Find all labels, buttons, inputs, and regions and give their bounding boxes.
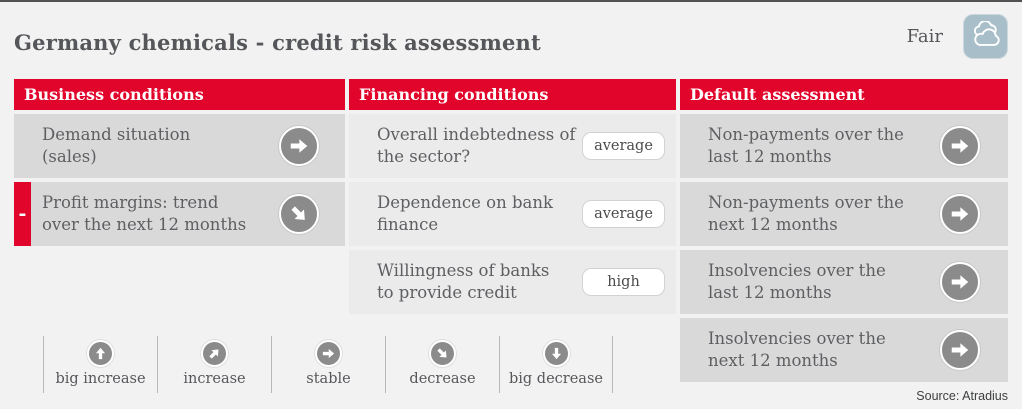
stable-arrow-icon <box>315 340 342 367</box>
negative-trend-marker: - <box>14 182 31 246</box>
legend-item-decrease: decrease <box>385 336 499 393</box>
stable-arrow-icon <box>940 126 980 166</box>
legend-item-big-decrease: big decrease <box>499 336 613 393</box>
assessment-row: Insolvencies over the next 12 months <box>680 318 1008 382</box>
stable-arrow-icon <box>940 330 980 370</box>
assessment-row: Overall indebtedness of the sector? avera… <box>349 114 676 178</box>
row-label: Profit margins: trend over the next 12 m… <box>42 193 247 234</box>
column-header-business-conditions: Business conditions <box>14 79 345 110</box>
big-increase-arrow-icon <box>87 340 114 367</box>
legend-item-stable: stable <box>271 336 385 393</box>
big-decrease-arrow-icon <box>542 340 570 367</box>
legend-label: big decrease <box>509 371 603 387</box>
assessment-row: Demand situation (sales) <box>14 114 345 178</box>
legend-item-big-increase: big increase <box>43 336 157 393</box>
legend-label: decrease <box>409 371 476 387</box>
row-label: Demand situation (sales) <box>42 125 191 166</box>
column-business-conditions: Business conditions Demand situation (sal… <box>14 79 345 382</box>
row-label: Insolvencies over the next 12 months <box>708 329 886 370</box>
cloud-icon <box>969 20 1003 52</box>
source-note: Source: Atradius <box>916 389 1008 403</box>
assessment-row: Non-payments over the last 12 months <box>680 114 1008 178</box>
rating-label: Fair <box>906 26 943 47</box>
rating-pill: high <box>582 268 665 296</box>
row-label: Insolvencies over the last 12 months <box>708 261 886 302</box>
row-label: Non-payments over the next 12 months <box>708 193 904 234</box>
rating-badge <box>963 14 1008 59</box>
trend-legend: big increase increase stable decrease big de… <box>43 336 613 393</box>
stable-arrow-icon <box>940 262 980 302</box>
row-label: Non-payments over the last 12 months <box>708 125 904 166</box>
legend-item-increase: increase <box>157 336 271 393</box>
row-label: Dependence on bank finance <box>377 193 553 234</box>
increase-arrow-icon <box>201 340 228 367</box>
assessment-row: Dependence on bank finance average <box>349 182 676 246</box>
legend-label: stable <box>306 371 351 387</box>
assessment-row: Insolvencies over the last 12 months <box>680 250 1008 314</box>
column-default-assessment: Default assessment Non-payments over the … <box>680 79 1008 382</box>
page-title: Germany chemicals - credit risk assessme… <box>14 30 541 55</box>
stable-arrow-icon <box>279 126 319 166</box>
row-label: Overall indebtedness of the sector? <box>377 125 576 166</box>
legend-label: increase <box>183 371 246 387</box>
rating-pill: average <box>582 200 665 228</box>
assessment-row: - Profit margins: trend over the next 12 … <box>14 182 345 246</box>
column-header-financing-conditions: Financing conditions <box>349 79 676 110</box>
legend-label: big increase <box>55 371 146 387</box>
row-label: Willingness of banks to provide credit <box>377 261 550 302</box>
assessment-board: Business conditions Demand situation (sal… <box>14 79 1008 382</box>
decrease-arrow-icon <box>429 340 456 367</box>
overall-rating: Fair <box>907 14 1008 59</box>
stable-arrow-icon <box>940 194 980 234</box>
assessment-row: Non-payments over the next 12 months <box>680 182 1008 246</box>
rating-pill: average <box>582 132 665 160</box>
column-header-default-assessment: Default assessment <box>680 79 1008 110</box>
column-financing-conditions: Financing conditions Overall indebtedness… <box>349 79 676 382</box>
assessment-row: Willingness of banks to provide credit hi… <box>349 250 676 314</box>
decrease-arrow-icon <box>279 194 319 234</box>
